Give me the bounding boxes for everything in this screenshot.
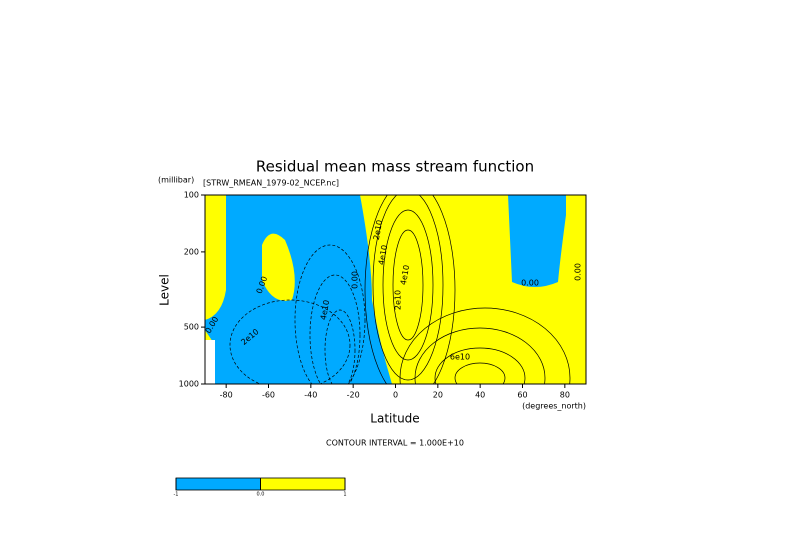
contour-label: 0.00: [521, 279, 539, 288]
contour-label: 2e10: [394, 290, 403, 310]
x-tick-label: 0: [393, 391, 398, 400]
colorbar-cell: [260, 478, 345, 490]
contour-label: 6e10: [450, 353, 470, 362]
y-units: (millibar): [158, 176, 194, 185]
x-tick-label: -80: [220, 391, 233, 400]
x-tick-label: -60: [262, 391, 275, 400]
fill-region: [262, 233, 295, 301]
colorbar-cell: [176, 478, 261, 490]
x-tick-label: 60: [517, 391, 527, 400]
x-tick-label: 80: [560, 391, 570, 400]
x-tick-label: 20: [433, 391, 443, 400]
contour-label: 0.00: [351, 271, 360, 289]
subtitle: [STRW_RMEAN_1979-02_NCEP.nc]: [203, 179, 339, 188]
annotation: CONTOUR INTERVAL = 1.000E+10: [326, 439, 464, 448]
contour-lines: [229, 195, 571, 384]
contour-label: 4e10: [399, 264, 411, 285]
contour-label: 4e10: [377, 244, 389, 265]
chart-title: Residual mean mass stream function: [256, 158, 534, 176]
x-tick-label: -20: [347, 391, 360, 400]
x-axis-label: Latitude: [370, 412, 419, 426]
colorbar-label: 1: [343, 492, 346, 498]
x-tick-label: 40: [475, 391, 485, 400]
contour-label: 2e10: [372, 219, 384, 240]
missing-region: [205, 340, 215, 384]
x-tick-label: -40: [304, 391, 317, 400]
y-tick-label: 1000: [179, 380, 199, 389]
plot-area: [205, 195, 586, 384]
y-axis-label: Level: [158, 274, 172, 306]
fill-region: [205, 195, 392, 384]
fill-region: [508, 195, 566, 287]
colorbar-label: 0.0: [257, 492, 265, 498]
x-units: (degrees_north): [522, 402, 586, 411]
contour-label: 0.00: [574, 263, 583, 281]
y-tick-label: 100: [184, 191, 199, 200]
colorbar-label: -1: [174, 492, 179, 498]
y-tick-label: 500: [184, 323, 199, 332]
contour-label: 4e10: [319, 299, 331, 320]
y-tick-label: 200: [184, 247, 199, 256]
